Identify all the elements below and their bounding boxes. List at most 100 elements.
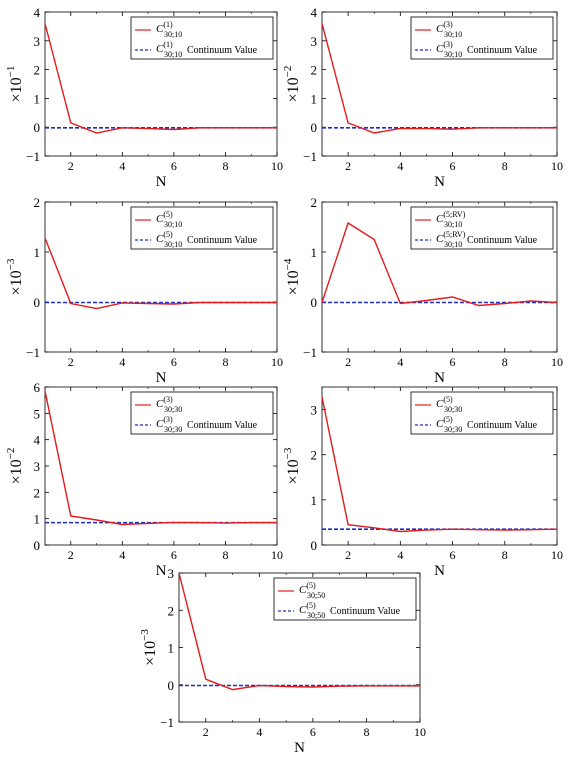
y-tick-label: 1 [168, 641, 175, 656]
legend-continuum-text: Continuum Value [467, 45, 538, 56]
y-axis-label-exponent: −3 [5, 258, 17, 270]
x-tick-label: 10 [271, 355, 283, 369]
x-tick-label: 2 [68, 159, 74, 173]
x-tick-label: 4 [397, 548, 403, 562]
x-tick-label: 4 [119, 355, 125, 369]
x-tick-label: 6 [450, 548, 456, 562]
legend-box [130, 16, 274, 60]
x-tick-label: 2 [345, 159, 351, 173]
x-tick-label: 10 [271, 548, 283, 562]
x-tick-label: 4 [119, 548, 125, 562]
y-tick-label: 0 [311, 295, 318, 310]
x-tick-label: 8 [222, 355, 228, 369]
legend-box [130, 391, 274, 435]
legend-sup: (3) [163, 395, 173, 404]
y-tick-label: 6 [34, 380, 41, 395]
y-tick-label: 2 [34, 485, 41, 500]
series-line [321, 221, 558, 307]
x-axis-label: N [434, 174, 445, 190]
x-tick-label: 6 [171, 159, 177, 173]
series-line [44, 237, 277, 310]
legend: C(3)30;30C(3)30;30 Continuum Value [130, 391, 274, 435]
y-axis-label: ×10−3 [5, 258, 25, 295]
legend-sub: 30;50 [307, 611, 325, 620]
x-tick-label: 4 [397, 355, 403, 369]
x-tick-label: 8 [222, 548, 228, 562]
x-tick-label: 10 [551, 355, 563, 369]
legend-sub: 30;10 [444, 50, 462, 59]
y-tick-label: 3 [34, 459, 41, 474]
legend-sub: 30;10 [164, 240, 182, 249]
x-tick-label: 4 [256, 725, 262, 739]
legend-continuum-text: Continuum Value [330, 606, 401, 617]
legend-continuum-text: Continuum Value [467, 235, 538, 246]
y-tick-label: 2 [311, 448, 318, 463]
y-axis-label: ×10−1 [5, 66, 25, 103]
y-tick-label: 4 [311, 5, 318, 20]
legend-sup: (5;RV) [443, 230, 465, 239]
x-axis-label: N [156, 174, 167, 190]
legend-sub: 30;10 [164, 30, 182, 39]
legend-sup: (5) [443, 415, 453, 424]
legend-box [410, 391, 554, 435]
x-tick-label: 8 [502, 548, 508, 562]
x-tick-label: 2 [345, 548, 351, 562]
series-line [44, 390, 277, 526]
legend: C(5;RV)30;10C(5;RV)30;10 Continuum Value [410, 206, 554, 250]
x-tick-label: 6 [171, 355, 177, 369]
x-tick-label: 4 [397, 159, 403, 173]
x-tick-label: 10 [551, 159, 563, 173]
legend-sub: 30;30 [444, 425, 462, 434]
legend: C(5)30;50C(5)30;50 Continuum Value [273, 577, 417, 621]
y-tick-label: 5 [34, 406, 41, 421]
x-tick-label: 6 [310, 725, 316, 739]
y-axis-label-base: ×10 [8, 270, 25, 295]
y-tick-label: 4 [34, 433, 41, 448]
legend-continuum-text: Continuum Value [187, 420, 258, 431]
legend-sub: 30;50 [307, 591, 325, 600]
y-tick-label: 2 [34, 63, 41, 78]
y-axis-label-exponent: −4 [282, 258, 294, 270]
y-tick-label: −1 [26, 345, 40, 360]
legend-sup: (5) [443, 395, 453, 404]
legend-sub: 30;30 [444, 405, 462, 414]
x-tick-label: 8 [502, 159, 508, 173]
x-tick-label: 6 [171, 548, 177, 562]
y-tick-label: 2 [311, 195, 318, 210]
y-axis-label-exponent: −3 [282, 447, 294, 459]
y-axis-label-base: ×10 [142, 641, 159, 666]
y-tick-label: 0 [34, 120, 41, 135]
x-axis-label: N [156, 370, 167, 386]
x-axis-label: N [156, 563, 167, 579]
x-tick-label: 2 [345, 355, 351, 369]
x-tick-label: 8 [363, 725, 369, 739]
legend-box [410, 206, 554, 250]
y-tick-label: 1 [34, 245, 41, 260]
y-tick-label: 2 [34, 195, 41, 210]
legend-sup: (1) [163, 20, 173, 29]
x-axis-label: N [434, 563, 445, 579]
y-tick-label: 0 [311, 538, 318, 553]
legend-sup: (5) [163, 230, 173, 239]
legend: C(5)30;30C(5)30;30 Continuum Value [410, 391, 554, 435]
y-tick-label: 3 [311, 403, 318, 418]
series-line [321, 23, 557, 134]
y-tick-label: 0 [168, 678, 175, 693]
x-axis-label: N [294, 740, 305, 756]
y-tick-label: 4 [34, 5, 41, 20]
x-tick-label: 10 [271, 159, 283, 173]
y-axis-label-exponent: −1 [5, 66, 17, 78]
legend-sup: (3) [443, 20, 453, 29]
y-axis-label: ×10−2 [5, 448, 25, 485]
y-axis-label: ×10−3 [282, 447, 302, 484]
y-tick-label: 1 [311, 245, 318, 260]
x-tick-label: 4 [119, 159, 125, 173]
legend-box [130, 206, 274, 250]
y-tick-label: −1 [160, 715, 174, 730]
y-tick-label: 2 [311, 63, 318, 78]
legend-sub: 30;10 [164, 50, 182, 59]
